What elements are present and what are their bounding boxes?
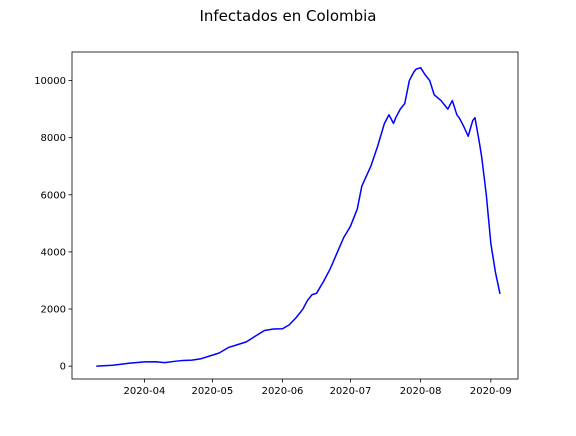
y-axis: 0 2000 4000 6000 8000 10000 (34, 76, 72, 373)
plot-area: 2020-04 2020-05 2020-06 2020-07 2020-08 2020-… (34, 51, 519, 397)
x-tick-label: 2020-05 (191, 386, 233, 397)
series-layer (96, 66, 501, 367)
y-tick-label: 6000 (41, 190, 66, 201)
y-tick-label: 0 (60, 362, 66, 373)
y-tick-label: 4000 (41, 247, 66, 258)
x-tick-label: 2020-07 (330, 386, 372, 397)
x-tick-label: 2020-06 (262, 386, 304, 397)
x-tick-label: 2020-09 (470, 386, 512, 397)
x-axis: 2020-04 2020-05 2020-06 2020-07 2020-08 2020-… (124, 379, 512, 397)
x-tick-label: 2020-04 (124, 386, 166, 397)
y-tick-label: 2000 (41, 305, 66, 316)
y-tick-label: 8000 (41, 133, 66, 144)
axes-frame (71, 51, 519, 380)
y-tick-label: 10000 (34, 76, 66, 87)
x-tick-label: 2020-08 (400, 386, 442, 397)
chart-title: Infectados en Colombia (199, 7, 376, 25)
series-line (96, 66, 501, 367)
